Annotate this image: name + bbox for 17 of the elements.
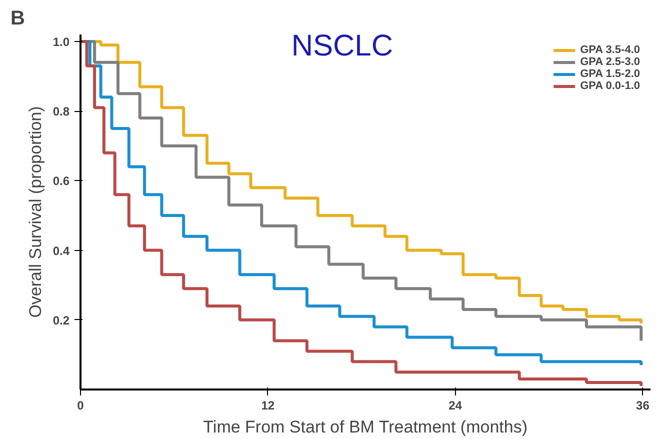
x-tick-label: 0 (77, 398, 84, 412)
y-tick-label: 1.0 (52, 34, 70, 49)
x-tick-label: 36 (636, 398, 650, 412)
x-axis-title: Time From Start of BM Treatment (months) (203, 418, 528, 436)
x-tick-label: 24 (448, 398, 462, 412)
legend-label: GPA 0.0-1.0 (580, 80, 640, 92)
y-tick-label: 0.8 (52, 104, 70, 119)
text: B (10, 8, 25, 30)
y-axis-title: Overall Survival (proportion) (26, 106, 45, 318)
y-tick-label: 0.2 (52, 313, 70, 328)
y-tick-label: 0.4 (52, 244, 70, 258)
legend-label: GPA 1.5-2.0 (580, 68, 640, 80)
y-tick-label: 0.6 (52, 174, 70, 188)
legend-label: GPA 3.5-4.0 (580, 44, 640, 56)
chart-title: NSCLC (291, 29, 394, 62)
legend-label: GPA 2.5-3.0 (580, 56, 640, 68)
x-tick-label: 12 (261, 398, 275, 412)
